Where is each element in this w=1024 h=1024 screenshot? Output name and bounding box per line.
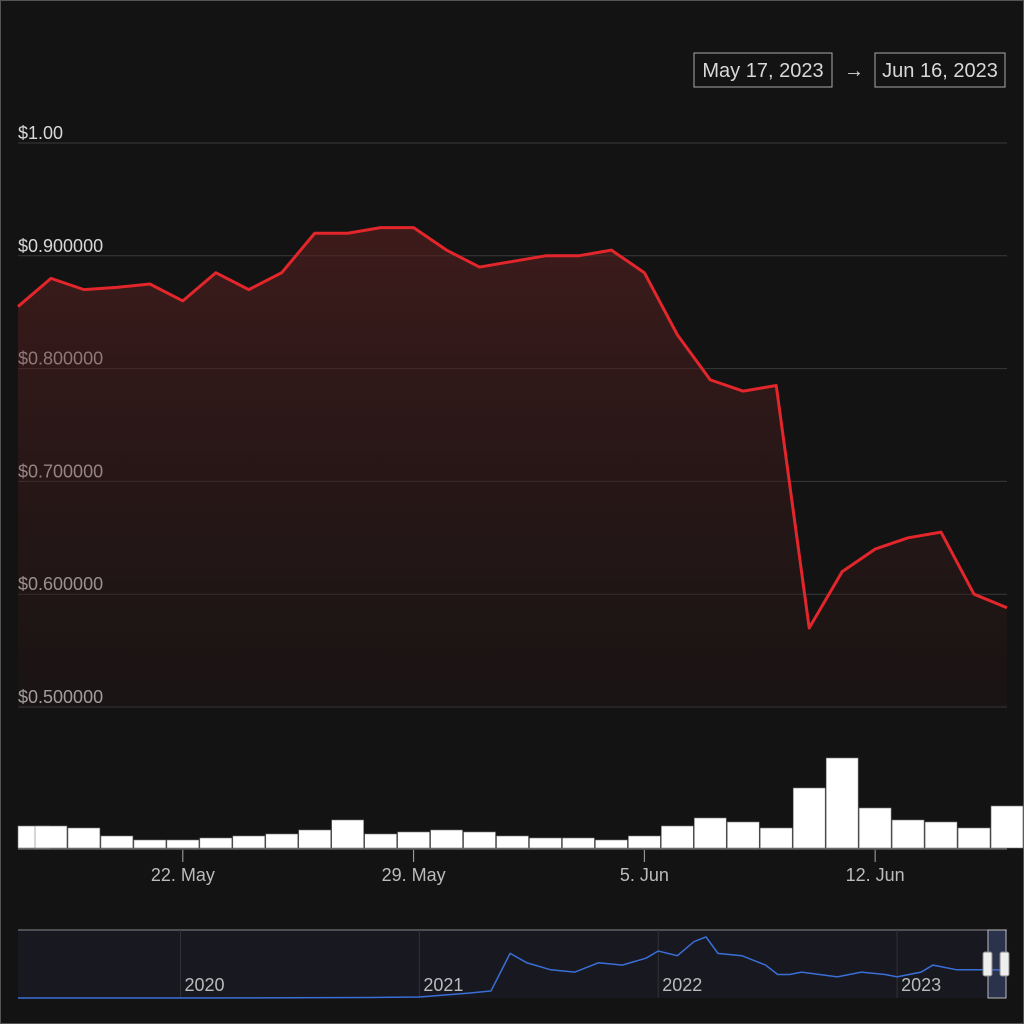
volume-bar — [463, 831, 496, 849]
y-tick-label: $0.900000 — [18, 236, 103, 256]
volume-bar — [133, 839, 167, 849]
volume-bar — [199, 837, 233, 849]
volume-bar — [496, 835, 529, 849]
navigator-tick-label: 2021 — [423, 975, 463, 995]
volume-bar — [331, 819, 364, 849]
volume-bar — [858, 807, 892, 849]
range-to[interactable]: Jun 16, 2023 — [882, 60, 998, 82]
volume-bar — [957, 827, 991, 849]
x-tick-label: 22. May — [151, 865, 215, 885]
range-from-box[interactable] — [693, 52, 833, 88]
navigator-handle[interactable] — [982, 951, 993, 977]
volume-bar — [990, 805, 1024, 849]
volume-bar — [265, 833, 298, 849]
volume-bar — [628, 835, 661, 849]
area-fill — [18, 227, 1007, 707]
volume-bar — [694, 817, 727, 849]
volume-bar — [825, 757, 859, 849]
volume-bar — [661, 825, 694, 849]
volume-bar — [759, 827, 793, 849]
volume-bar — [430, 829, 463, 849]
volume-bar — [595, 839, 628, 849]
range-separator: → — [844, 60, 864, 82]
x-tick-label: 5. Jun — [620, 865, 669, 885]
navigator — [18, 930, 1007, 998]
range-to-box[interactable] — [874, 52, 1006, 88]
volume-bar — [792, 787, 826, 849]
navigator-handle[interactable] — [999, 951, 1010, 977]
volume-bar — [67, 827, 101, 849]
volume-bar — [298, 829, 331, 849]
volume-bar — [891, 819, 925, 849]
volume-bar — [232, 835, 266, 849]
volume-bar — [924, 821, 958, 849]
price-line — [17, 226, 1008, 630]
volume-bar — [397, 831, 430, 849]
navigator-tick-label: 2022 — [662, 975, 702, 995]
range-from[interactable]: May 17, 2023 — [702, 60, 823, 82]
volume-bar — [34, 825, 68, 849]
y-tick-label: $1.00 — [18, 123, 63, 143]
volume-bar — [166, 839, 200, 849]
x-tick-label: 12. Jun — [846, 865, 905, 885]
volume-bar — [100, 835, 134, 849]
navigator-line — [18, 935, 1008, 999]
navigator-tick-label: 2023 — [901, 975, 941, 995]
volume-bar — [562, 837, 595, 849]
x-tick-label: 29. May — [382, 865, 446, 885]
volume-bar — [727, 821, 760, 849]
volume-bar — [529, 837, 562, 849]
volume-bar — [364, 833, 397, 849]
navigator-tick-label: 2020 — [184, 975, 224, 995]
